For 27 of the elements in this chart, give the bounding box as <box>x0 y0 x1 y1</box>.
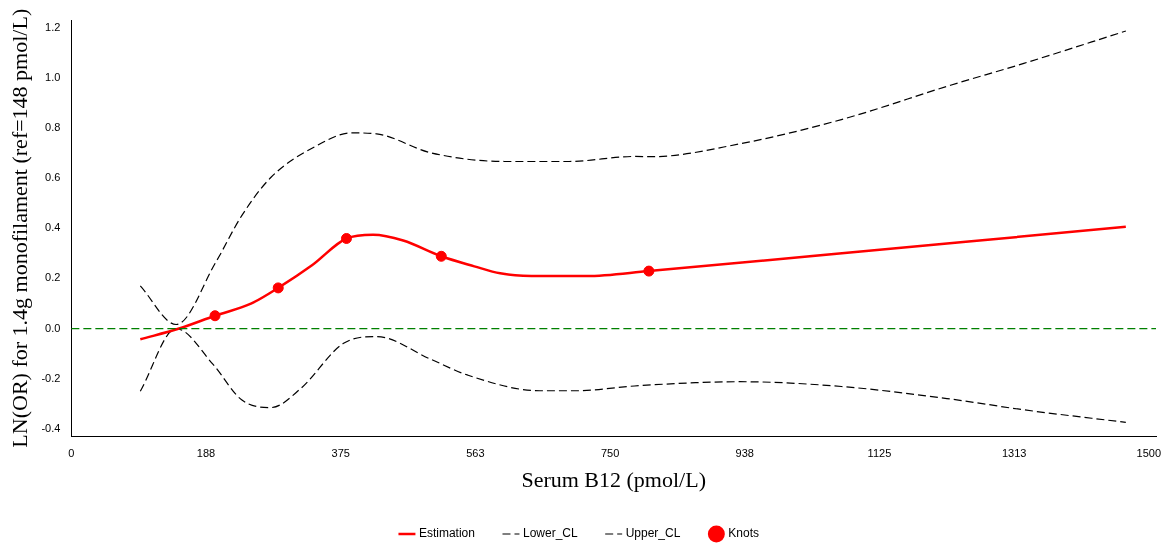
y-tick-label: 0.6 <box>45 171 61 184</box>
x-tick-label: 375 <box>331 447 350 460</box>
y-tick-label: 1.0 <box>45 70 61 83</box>
y-tick-label: -0.2 <box>41 371 61 384</box>
x-tick-label: 0 <box>68 447 75 460</box>
y-tick-label: 0.2 <box>45 271 61 284</box>
x-tick-label: 750 <box>600 447 620 460</box>
x-tick-label: 1125 <box>867 447 892 460</box>
y-tick-label: 0.8 <box>45 120 61 133</box>
x-tick-label: 1313 <box>1001 447 1027 460</box>
y-tick-label: -0.4 <box>41 421 61 434</box>
x-tick-label: 563 <box>466 447 485 460</box>
y-axis-title: LN(OR) for 1.4g monofilament (ref=148 pmol/L) <box>6 8 32 448</box>
x-axis-title: Serum B12 (pmol/L) <box>521 466 706 492</box>
x-tick-label: 1500 <box>1136 447 1162 460</box>
y-tick-label: 0.4 <box>45 221 61 234</box>
legend-label: Upper_CL <box>625 526 681 541</box>
x-tick-label: 938 <box>735 447 754 460</box>
line-series <box>139 225 1128 341</box>
legend-label: Lower_CL <box>522 526 578 541</box>
legend-label: Estimation <box>418 526 475 541</box>
x-tick-label: 188 <box>196 447 216 460</box>
y-tick-label: 1.2 <box>45 20 61 33</box>
y-tick-label: 0.0 <box>45 321 61 334</box>
legend-label: Knots <box>728 526 760 541</box>
line-series <box>139 30 1127 326</box>
line-series <box>139 327 1127 423</box>
